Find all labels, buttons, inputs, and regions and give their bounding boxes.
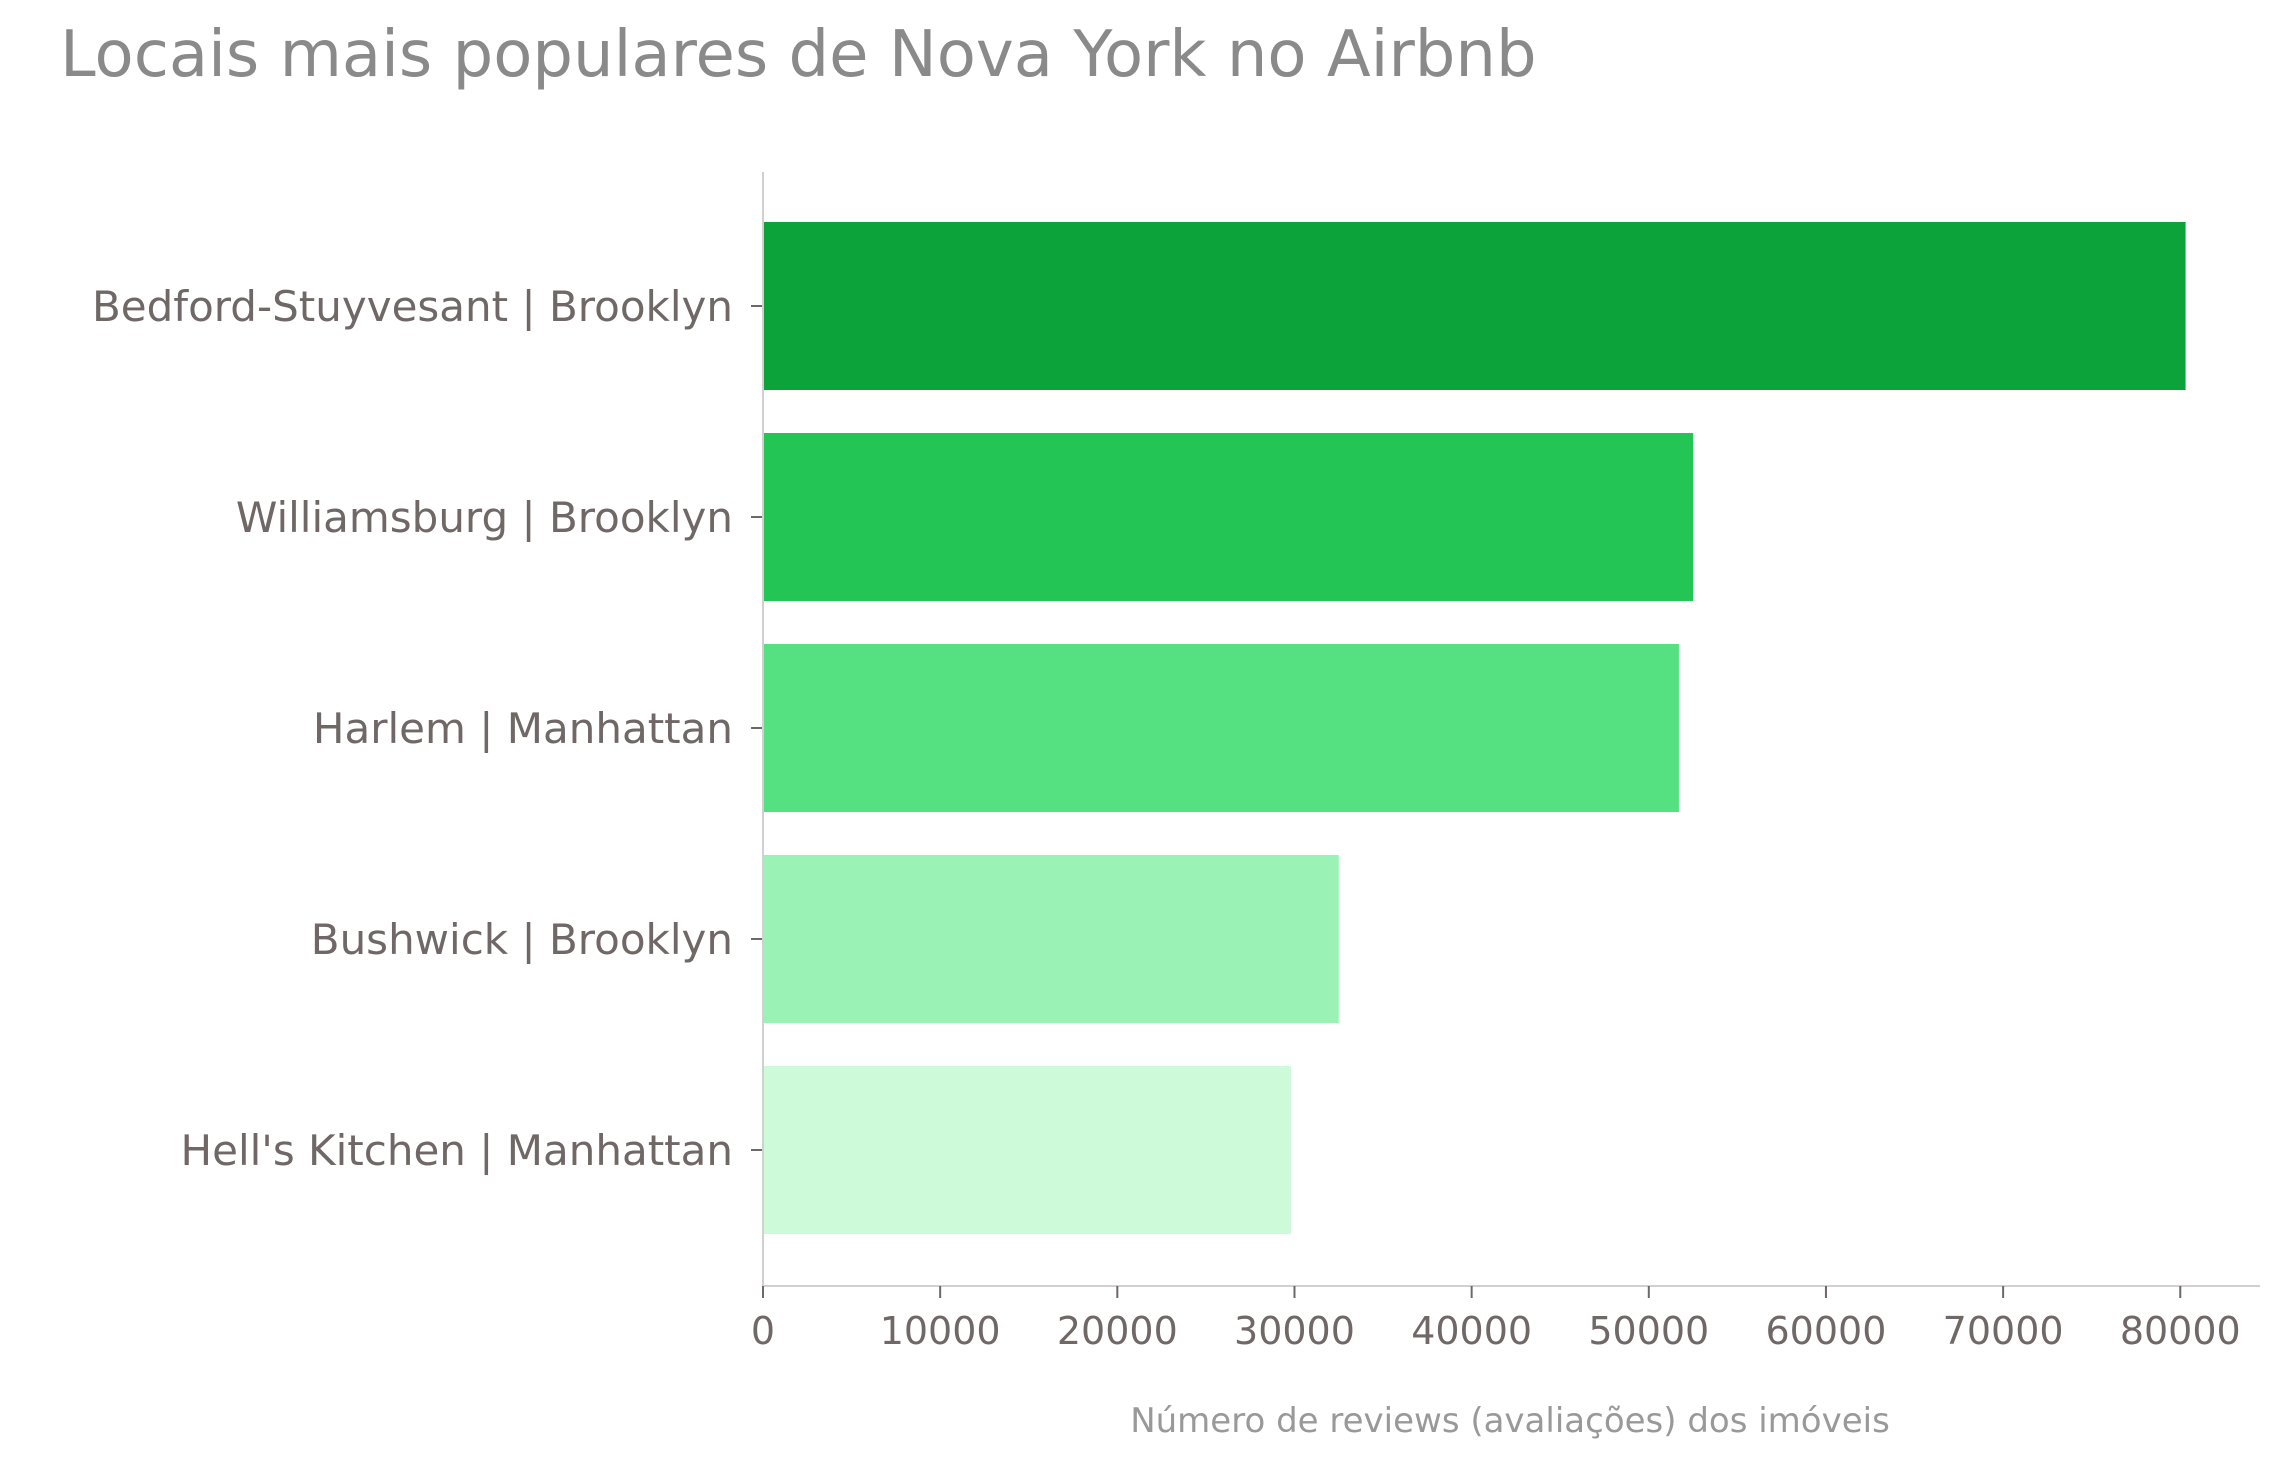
x-tick-label-9: 80000 [2120, 1309, 2241, 1353]
bar-1 [763, 222, 2186, 390]
x-tick-label-7: 60000 [1766, 1309, 1887, 1353]
x-tick-label-1: 0 [751, 1309, 775, 1353]
x-tick-label-5: 40000 [1411, 1309, 1532, 1353]
y-tick-label-3: Harlem | Manhattan [313, 704, 733, 753]
y-tick-label-2: Williamsburg | Brooklyn [236, 493, 733, 542]
chart-title: Locais mais populares de Nova York no Ai… [60, 18, 1537, 92]
bar-5 [763, 1066, 1291, 1234]
x-tick-label-4: 30000 [1234, 1309, 1355, 1353]
x-tick-label-6: 50000 [1588, 1309, 1709, 1353]
bar-2 [763, 433, 1694, 601]
bar-4 [763, 855, 1339, 1023]
y-tick-label-5: Hell's Kitchen | Manhattan [181, 1126, 733, 1175]
y-tick-label-4: Bushwick | Brooklyn [311, 915, 733, 964]
x-axis-label: Número de reviews (avaliações) dos imóve… [1130, 1401, 1890, 1441]
y-tick-label-1: Bedford-Stuyvesant | Brooklyn [92, 282, 733, 331]
x-tick-label-8: 70000 [1943, 1309, 2064, 1353]
x-tick-label-3: 20000 [1057, 1309, 1178, 1353]
bar-3 [763, 644, 1679, 812]
x-tick-label-2: 10000 [880, 1309, 1001, 1353]
